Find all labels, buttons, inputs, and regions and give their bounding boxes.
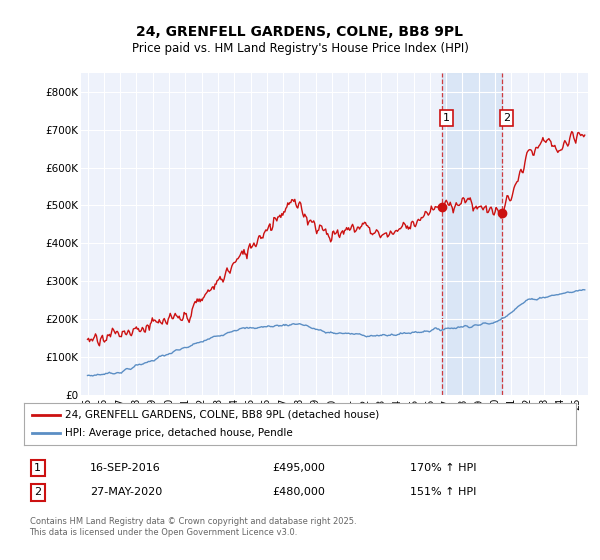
Text: 24, GRENFELL GARDENS, COLNE, BB8 9PL: 24, GRENFELL GARDENS, COLNE, BB8 9PL xyxy=(137,25,464,39)
Text: 24, GRENFELL GARDENS, COLNE, BB8 9PL (detached house): 24, GRENFELL GARDENS, COLNE, BB8 9PL (de… xyxy=(65,410,380,420)
Text: Contains HM Land Registry data © Crown copyright and database right 2025.
This d: Contains HM Land Registry data © Crown c… xyxy=(29,517,356,537)
Text: 151% ↑ HPI: 151% ↑ HPI xyxy=(410,487,477,497)
Text: 27-MAY-2020: 27-MAY-2020 xyxy=(90,487,163,497)
Text: 1: 1 xyxy=(443,113,450,123)
Text: 2: 2 xyxy=(503,113,510,123)
Text: 1: 1 xyxy=(34,463,41,473)
Text: £480,000: £480,000 xyxy=(272,487,325,497)
Text: HPI: Average price, detached house, Pendle: HPI: Average price, detached house, Pend… xyxy=(65,428,293,438)
Text: £495,000: £495,000 xyxy=(272,463,325,473)
Text: 2: 2 xyxy=(34,487,41,497)
Text: 170% ↑ HPI: 170% ↑ HPI xyxy=(410,463,477,473)
Text: 16-SEP-2016: 16-SEP-2016 xyxy=(90,463,161,473)
Bar xyxy=(442,73,502,395)
Text: Price paid vs. HM Land Registry's House Price Index (HPI): Price paid vs. HM Land Registry's House … xyxy=(131,42,469,55)
